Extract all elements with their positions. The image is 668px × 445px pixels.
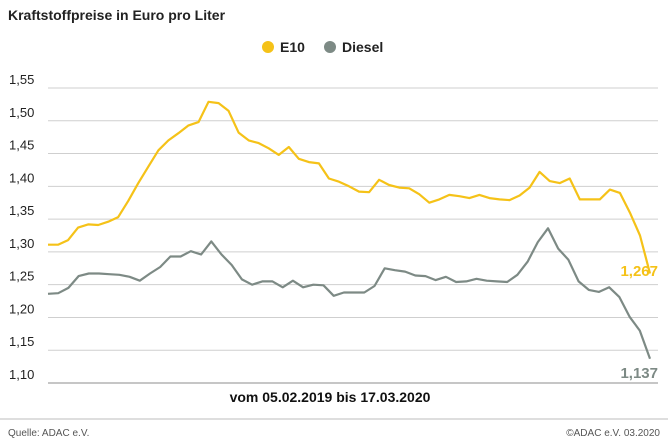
y-tick-label: 1,15 xyxy=(9,334,34,349)
series-line-diesel xyxy=(47,227,652,360)
y-tick-label: 1,25 xyxy=(9,269,34,284)
series-line-e10 xyxy=(48,100,652,274)
y-tick-label: 1,55 xyxy=(9,72,34,87)
series-lines xyxy=(47,100,652,360)
y-tick-label: 1,40 xyxy=(9,170,34,185)
gridlines xyxy=(48,87,658,351)
y-tick-label: 1,30 xyxy=(9,236,34,251)
chart-title: Kraftstoffpreise in Euro pro Liter xyxy=(8,7,226,23)
y-tick-label: 1,35 xyxy=(9,203,34,218)
legend-marker-e10 xyxy=(262,41,274,53)
x-axis-label: vom 05.02.2019 bis 17.03.2020 xyxy=(230,389,431,405)
y-tick-label: 1,20 xyxy=(9,301,34,316)
y-tick-label: 1,45 xyxy=(9,138,34,153)
y-tick-label: 1,10 xyxy=(9,367,34,382)
footer-copyright: ©ADAC e.V. 03.2020 xyxy=(566,428,660,439)
legend: E10 Diesel xyxy=(262,39,383,55)
legend-label-e10: E10 xyxy=(280,39,305,55)
y-axis-ticks: 1,55 1,50 1,45 1,40 1,35 1,30 1,25 1,20 1,15 1,10 xyxy=(9,72,34,382)
footer-source: Quelle: ADAC e.V. xyxy=(8,428,89,439)
legend-label-diesel: Diesel xyxy=(342,39,383,55)
diesel-end-value-label: 1,137 xyxy=(620,365,658,382)
y-tick-label: 1,50 xyxy=(9,105,34,120)
e10-end-value-label: 1,267 xyxy=(620,263,658,280)
legend-marker-diesel xyxy=(324,41,336,53)
